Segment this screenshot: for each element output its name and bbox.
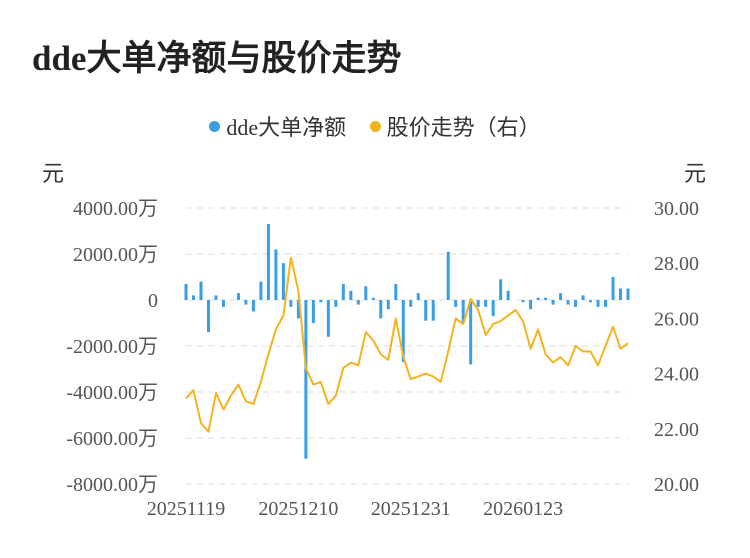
x-tick-label: 20260123 [483, 498, 563, 520]
dde-bar [521, 300, 525, 303]
dde-bar [304, 300, 308, 459]
left-axis-unit: 元 [42, 161, 65, 186]
x-tick-label: 20251231 [371, 498, 451, 520]
dde-bar [409, 300, 413, 307]
legend-marker-dde [209, 121, 221, 132]
dde-bar [349, 290, 353, 300]
price-line [185, 256, 629, 433]
dde-bar [244, 300, 248, 305]
legend-label-price: 股价走势（右） [386, 115, 541, 140]
left-tick-label: 0 [148, 290, 158, 312]
dde-bar [364, 286, 368, 300]
right-axis-unit: 元 [684, 161, 707, 186]
dde-bar [281, 263, 285, 300]
dde-bar [581, 295, 585, 300]
dde-bar [499, 279, 503, 300]
chart-title: dde大单净额与股价走势 [32, 39, 402, 78]
dde-bar [604, 300, 608, 307]
dde-bar [626, 288, 630, 300]
left-tick-label: -4000.00万 [66, 382, 158, 404]
dde-bar [431, 300, 435, 321]
dde-bar [296, 300, 300, 319]
legend-label-dde: dde大单净额 [226, 115, 347, 140]
dde-bar [491, 300, 495, 317]
dde-bar [611, 277, 615, 300]
dde-bar [206, 300, 210, 333]
x-tick-label: 20251210 [258, 498, 338, 520]
dde-bar [566, 300, 570, 305]
dde-bar [446, 251, 450, 300]
dde-bar [506, 290, 510, 300]
dde-bar [416, 293, 420, 300]
right-tick-label: 24.00 [654, 364, 699, 386]
dde-bar [544, 297, 548, 300]
dde-bar [319, 300, 323, 303]
dde-bar [476, 300, 480, 307]
right-tick-label: 20.00 [654, 474, 699, 496]
dde-bar [574, 300, 578, 307]
legend-item-price[interactable]: 股价走势（右） [369, 110, 541, 142]
dde-bar [484, 300, 488, 307]
dde-bar [551, 300, 555, 305]
dde-bar [559, 293, 563, 300]
dde-bar [221, 300, 225, 307]
dde-bar [356, 300, 360, 305]
legend-item-dde[interactable]: dde大单净额 [209, 110, 346, 142]
legend: dde大单净额 股价走势（右） [0, 110, 750, 142]
legend-marker-price [369, 121, 381, 132]
dde-bar [596, 300, 600, 307]
dde-bar [311, 300, 315, 323]
dde-bar [184, 283, 188, 300]
dde-bar [394, 283, 398, 300]
dde-bar [266, 224, 270, 300]
dde-bar [469, 300, 473, 365]
left-tick-label: -6000.00万 [66, 428, 158, 450]
dde-bar [326, 300, 330, 337]
left-tick-label: -2000.00万 [66, 336, 158, 358]
dde-bar [251, 300, 255, 312]
dde-bar [589, 300, 593, 303]
dde-bar [379, 300, 383, 319]
left-tick-label: 4000.00万 [73, 198, 158, 220]
dde-bar [401, 300, 405, 363]
dde-bar [236, 293, 240, 300]
dde-bar [191, 295, 195, 300]
dde-bar [461, 300, 465, 323]
dde-bar [289, 300, 293, 307]
dde-bar [529, 300, 533, 310]
dde-bar [619, 288, 623, 300]
dde-bar [386, 300, 390, 310]
x-tick-label: 20251119 [147, 498, 226, 520]
dde-bar [454, 300, 458, 307]
dde-bar [424, 300, 428, 321]
dde-bar [274, 249, 278, 300]
dde-bar [334, 300, 338, 307]
right-tick-label: 28.00 [654, 253, 699, 275]
left-tick-label: -8000.00万 [66, 474, 158, 496]
dde-bar [199, 281, 203, 300]
right-tick-label: 26.00 [654, 308, 699, 330]
right-tick-label: 30.00 [654, 198, 699, 220]
left-tick-label: 2000.00万 [73, 244, 158, 266]
dde-bar [259, 281, 263, 300]
dde-bar [214, 295, 218, 300]
dde-bar [371, 297, 375, 300]
dde-bar [536, 297, 540, 300]
right-tick-label: 22.00 [654, 419, 699, 441]
dde-bar [341, 283, 345, 300]
